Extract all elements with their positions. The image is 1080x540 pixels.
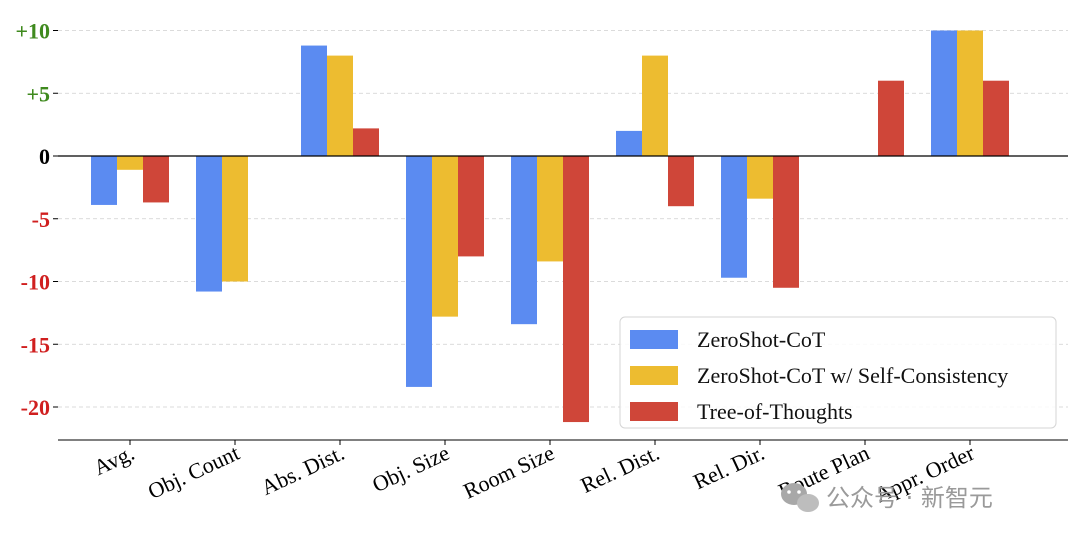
legend-label: Tree-of-Thoughts [697, 399, 853, 424]
y-tick-label: -15 [21, 332, 50, 357]
legend-items: ZeroShot-CoT ZeroShot-CoT w/ Self-Consist… [630, 327, 1008, 424]
watermark-text: 公众号 · 新智元 [826, 484, 993, 512]
x-tick-label: Rel. Dist. [577, 440, 663, 498]
legend: ZeroShot-CoT ZeroShot-CoT w/ Self-Consist… [619, 316, 1057, 429]
x-tick-label: Obj. Count [144, 440, 243, 504]
bar [91, 156, 117, 205]
bar [931, 30, 957, 156]
bar [353, 128, 379, 156]
y-tick-label: -20 [21, 395, 50, 420]
legend-label: ZeroShot-CoT [697, 327, 826, 352]
bar [458, 156, 484, 257]
bar [537, 156, 563, 262]
bar [143, 156, 169, 203]
legend-swatch [630, 366, 678, 385]
bar [117, 156, 143, 170]
y-tick-label: +10 [15, 19, 50, 44]
x-tick-label: Obj. Size [368, 440, 453, 497]
bar [432, 156, 458, 317]
wechat-icon [781, 483, 819, 512]
legend-label: ZeroShot-CoT w/ Self-Consistency [697, 363, 1008, 388]
y-tick-label: -5 [32, 207, 50, 232]
bar [196, 156, 222, 292]
legend-swatch [630, 402, 678, 421]
y-tick-label: 0 [39, 144, 50, 169]
bar [301, 45, 327, 157]
bar [773, 156, 799, 288]
x-tick-label: Abs. Dist. [257, 440, 348, 500]
bar [511, 156, 537, 325]
x-tick-label: Room Size [459, 440, 558, 504]
bar [563, 156, 589, 423]
bar [406, 156, 432, 387]
bar [668, 156, 694, 207]
y-tick-label: +5 [26, 81, 50, 106]
bar [327, 55, 353, 156]
bar [721, 156, 747, 278]
bar [747, 156, 773, 199]
bars [91, 30, 1009, 423]
bar [878, 80, 904, 156]
legend-box [619, 316, 1057, 429]
y-tick-label: -10 [21, 270, 50, 295]
watermark: 公众号 · 新智元 [781, 483, 993, 512]
bar [222, 156, 248, 282]
legend-swatch [630, 330, 678, 349]
y-axis-ticks: +10 +5 0 -5 -10 -15 -20 [15, 19, 58, 420]
bar [983, 80, 1009, 156]
x-tick-label: Avg. [90, 440, 138, 480]
bar [642, 55, 668, 156]
x-tick-label: Rel. Dir. [689, 440, 768, 494]
bar [957, 30, 983, 156]
bar [616, 130, 642, 156]
